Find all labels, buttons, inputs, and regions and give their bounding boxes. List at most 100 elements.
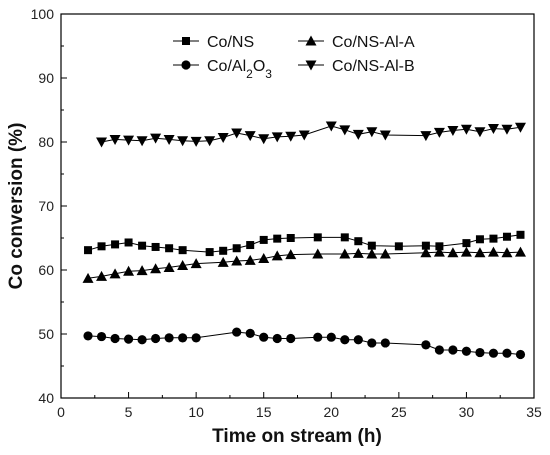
legend-label: Co/Al2O3 <box>207 58 272 81</box>
data-point <box>460 246 472 257</box>
data-point <box>205 248 214 257</box>
legend-marker <box>181 60 191 70</box>
legend-label: Co/NS <box>207 34 254 51</box>
data-point <box>352 247 364 258</box>
data-point <box>231 128 243 139</box>
x-axis-ticks: 0 5 10 15 20 25 30 35 <box>57 392 542 420</box>
data-point <box>137 335 147 345</box>
data-point <box>82 272 94 283</box>
data-point <box>285 249 297 260</box>
legend: Co/NS Co/Al2O3 Co/NS-Al-A Co/NS-Al-B <box>173 34 415 81</box>
data-point <box>150 133 162 144</box>
data-point <box>475 347 485 358</box>
data-point <box>272 333 282 344</box>
data-point <box>273 234 282 243</box>
data-point <box>433 246 445 257</box>
data-point <box>178 246 187 255</box>
data-point <box>232 327 242 337</box>
data-point <box>366 248 378 259</box>
data-point <box>245 328 255 338</box>
data-point <box>271 132 283 143</box>
data-point <box>380 338 390 348</box>
data-point <box>475 235 484 244</box>
y-axis-ticks: 40 50 60 70 80 90 100 <box>31 6 67 406</box>
data-point <box>164 333 174 343</box>
y-axis-title: Co conversion (%) <box>6 123 27 290</box>
data-point <box>379 248 391 259</box>
series-line <box>87 251 521 279</box>
data-point <box>488 348 499 358</box>
data-point <box>163 134 175 145</box>
x-axis-title: Time on stream (h) <box>212 426 382 447</box>
data-point <box>339 125 351 136</box>
data-point <box>501 247 513 258</box>
series-3 <box>82 246 526 283</box>
data-point <box>325 121 337 132</box>
x-tick-label: 15 <box>256 404 272 420</box>
data-point <box>515 349 526 360</box>
data-point <box>177 260 189 271</box>
data-point <box>394 242 403 251</box>
data-point <box>461 346 472 356</box>
data-point <box>244 254 256 265</box>
data-point <box>366 127 378 138</box>
data-point <box>217 133 229 144</box>
data-point <box>136 265 148 276</box>
x-tick-label: 0 <box>57 404 65 420</box>
data-point <box>420 247 432 258</box>
data-point <box>340 335 350 345</box>
legend-marker <box>305 60 317 71</box>
data-point <box>353 335 363 345</box>
data-point <box>97 242 106 251</box>
data-point <box>246 241 255 250</box>
data-point <box>163 261 175 272</box>
data-point <box>231 255 243 266</box>
data-point <box>489 234 498 243</box>
data-point <box>462 239 471 248</box>
legend-marker <box>305 35 317 46</box>
data-point <box>286 234 295 242</box>
data-point <box>352 129 364 140</box>
data-point <box>298 130 310 141</box>
data-point <box>123 334 134 344</box>
data-point <box>123 135 135 146</box>
data-point <box>313 332 323 342</box>
legend-label: Co/NS-Al-A <box>332 34 415 51</box>
y-tick-label: 70 <box>38 198 54 214</box>
data-point <box>326 332 336 342</box>
data-point <box>447 247 459 258</box>
x-tick-label: 10 <box>188 404 204 420</box>
legend-marker <box>182 37 190 45</box>
x-tick-label: 20 <box>323 404 339 420</box>
legend-item: Co/NS-Al-B <box>298 58 415 75</box>
data-point <box>96 331 107 342</box>
legend-item: Co/NS-Al-A <box>298 34 415 51</box>
x-tick-label: 35 <box>526 404 542 420</box>
data-point <box>367 338 377 348</box>
data-point <box>487 124 499 135</box>
data-point <box>474 127 486 138</box>
data-point <box>502 232 511 241</box>
data-point <box>109 134 121 145</box>
data-point <box>83 331 93 341</box>
legend-item: Co/Al2O3 <box>173 58 272 81</box>
data-point <box>285 131 297 142</box>
data-point <box>232 244 241 253</box>
data-point <box>354 237 363 246</box>
x-tick-label: 5 <box>125 404 133 420</box>
data-point <box>191 333 201 343</box>
data-point <box>111 240 120 249</box>
y-tick-label: 40 <box>38 390 54 406</box>
series-layer <box>82 121 526 360</box>
data-point <box>434 345 444 355</box>
data-point <box>138 241 147 250</box>
y-tick-label: 90 <box>38 70 54 86</box>
data-point <box>339 248 351 259</box>
data-point <box>136 136 148 147</box>
data-point <box>258 134 270 145</box>
data-point <box>190 258 202 269</box>
x-tick-label: 30 <box>459 404 475 420</box>
data-point <box>433 127 445 138</box>
